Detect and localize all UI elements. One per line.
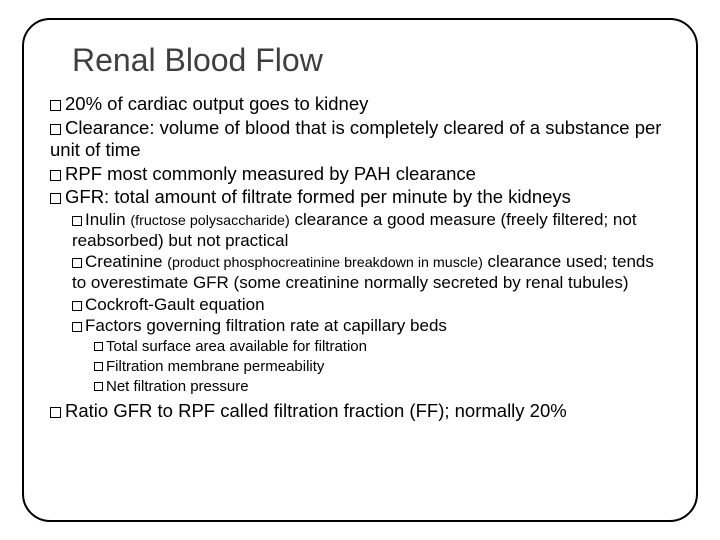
bullet-text: 20% of cardiac output goes to kidney: [65, 93, 368, 114]
bullet-l1-clearance: Clearance: volume of blood that is compl…: [50, 117, 670, 162]
bullet-l2-factors: Factors governing filtration rate at cap…: [72, 316, 670, 337]
bullet-text: Factors governing filtration rate at cap…: [85, 316, 447, 335]
square-bullet-icon: [94, 382, 103, 391]
square-bullet-icon: [72, 258, 82, 268]
square-bullet-icon: [94, 342, 103, 351]
bullet-l3-pressure: Net filtration pressure: [94, 378, 670, 397]
square-bullet-icon: [50, 100, 61, 111]
bullet-l3-permeability: Filtration membrane permeability: [94, 358, 670, 377]
bullet-text: Total surface area available for filtrat…: [106, 338, 367, 355]
bullet-text-pre: Inulin: [85, 210, 130, 229]
bullet-text-pre: Creatinine: [85, 252, 167, 271]
square-bullet-icon: [50, 170, 61, 181]
bullet-l1-rpf: RPF most commonly measured by PAH cleara…: [50, 163, 670, 186]
bullet-l2-cockroft-gault: Cockroft-Gault equation: [72, 295, 670, 316]
bullet-l1-ratio: Ratio GFR to RPF called filtration fract…: [50, 400, 670, 423]
square-bullet-icon: [72, 216, 82, 226]
square-bullet-icon: [72, 322, 82, 332]
slide-frame: Renal Blood Flow 20% of cardiac output g…: [22, 18, 698, 522]
bullet-text: Clearance: volume of blood that is compl…: [50, 117, 661, 161]
bullet-text-small: (fructose polysaccharide): [130, 213, 289, 229]
bullet-text: Net filtration pressure: [106, 378, 249, 395]
slide-title: Renal Blood Flow: [72, 42, 670, 79]
bullet-l2-creatinine: Creatinine (product phosphocreatinine br…: [72, 252, 670, 293]
square-bullet-icon: [50, 193, 61, 204]
bullet-l2-inulin: Inulin (fructose polysaccharide) clearan…: [72, 210, 670, 251]
square-bullet-icon: [94, 362, 103, 371]
square-bullet-icon: [50, 124, 61, 135]
bullet-text: Cockroft-Gault equation: [85, 295, 265, 314]
slide-container: Renal Blood Flow 20% of cardiac output g…: [0, 0, 720, 540]
square-bullet-icon: [50, 407, 61, 418]
bullet-text: GFR: total amount of filtrate formed per…: [65, 186, 571, 207]
bullet-text: RPF most commonly measured by PAH cleara…: [65, 163, 476, 184]
bullet-l1-cardiac-output: 20% of cardiac output goes to kidney: [50, 93, 670, 116]
square-bullet-icon: [72, 301, 82, 311]
bullet-l3-surface-area: Total surface area available for filtrat…: [94, 338, 670, 357]
bullet-l1-gfr: GFR: total amount of filtrate formed per…: [50, 186, 670, 209]
bullet-text: Filtration membrane permeability: [106, 358, 324, 375]
bullet-text: Ratio GFR to RPF called filtration fract…: [65, 400, 567, 421]
bullet-text-small: (product phosphocreatinine breakdown in …: [167, 255, 483, 271]
